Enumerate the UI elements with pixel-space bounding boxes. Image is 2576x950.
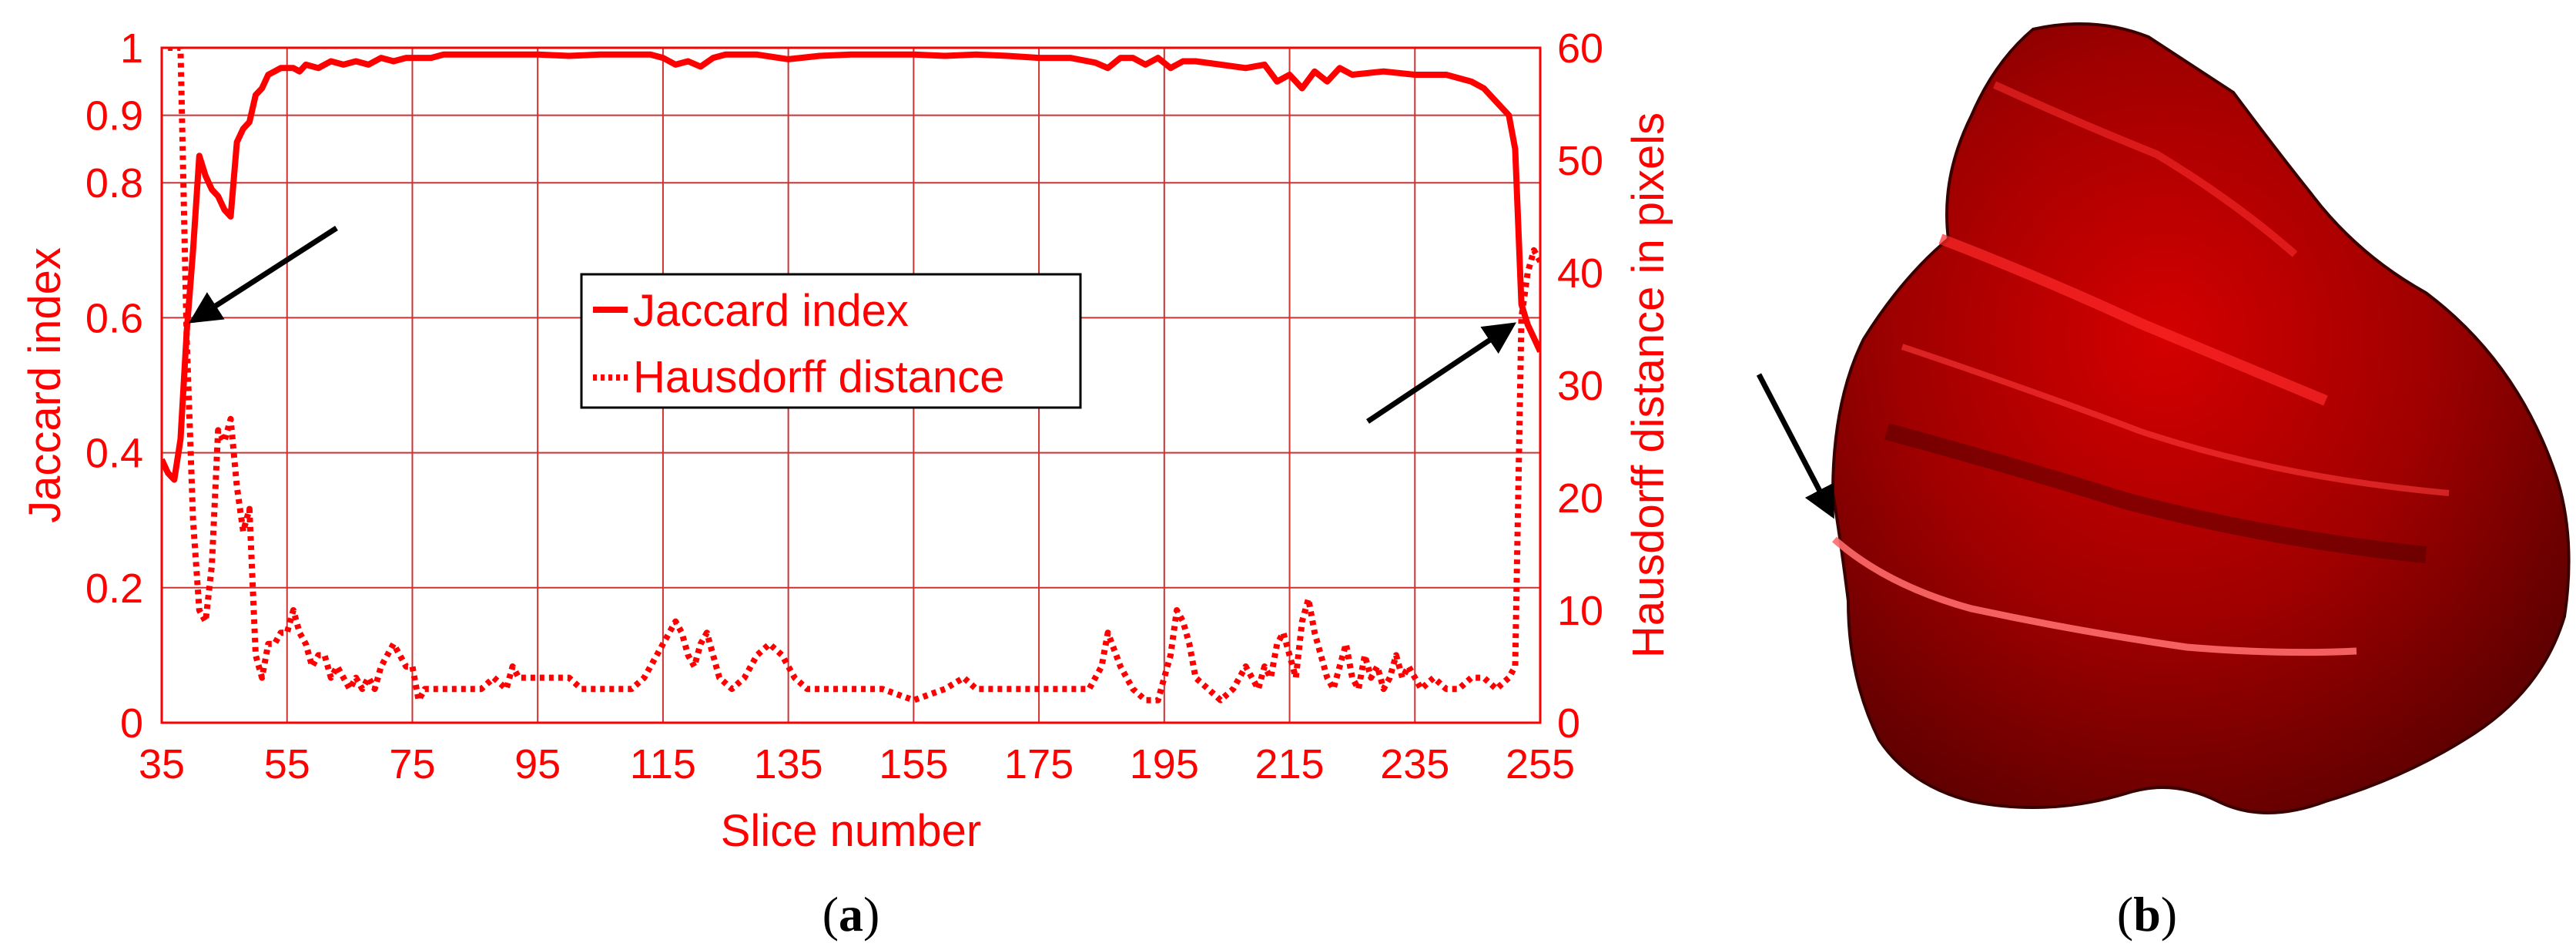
surface-shadow-band [1884,423,2427,563]
y-left-tick-label: 0.6 [85,295,143,341]
x-tick-label: 255 [1506,741,1575,787]
y-right-tick-label: 40 [1557,250,1603,297]
y-right-tick-label: 50 [1557,138,1603,184]
series-line-jaccard [162,51,1540,483]
y-left-tick-label: 0.2 [85,566,143,612]
x-tick-label: 75 [389,741,435,787]
x-tick-label: 215 [1255,741,1324,787]
legend-box [580,273,1082,409]
svg-text:(b): (b) [2117,887,2177,942]
panel-label-b-letter: b [2133,887,2161,942]
chart-panel-a: 35 55 75 95 115 135 155 175 195 215 235 255 0 0.2 0.4… [20,25,1673,856]
svg-text:(a): (a) [822,887,880,942]
surface-ridge-2 [1992,81,2298,257]
x-tick-label: 35 [139,741,185,787]
y-right-tick-label: 0 [1557,700,1580,747]
series-layer [162,48,1540,703]
plot-frame [160,46,1542,724]
legend: Jaccard index Hausdorff distance [580,273,1082,409]
annotation-arrow-b [1756,373,1834,519]
surface-ridge-1 [1938,233,2328,406]
x-tick-label: 195 [1130,741,1199,787]
y-left-tick-label: 1 [120,25,143,72]
y-right-tick-labels: 0 10 20 30 40 50 60 [1557,25,1603,747]
panel-label-a-open: ( [822,887,839,942]
y-left-tick-label: 0.9 [85,93,143,139]
x-tick-label: 115 [630,741,696,787]
y-left-tick-label: 0 [120,700,143,747]
legend-label-jaccard: Jaccard index [633,286,909,336]
x-tick-label: 235 [1380,741,1449,787]
y-right-tick-label: 10 [1557,588,1603,634]
panel-label-a-close: ) [863,887,879,942]
y-left-tick-label: 0.8 [85,160,143,206]
render-panel-b [1756,22,2571,814]
y-right-tick-label: 30 [1557,363,1603,409]
y-right-axis-label: Hausdorff distance in pixels [1623,112,1673,658]
y-right-tick-label: 60 [1557,25,1603,72]
annotation-arrow-right [1366,322,1516,424]
annotation-arrow-left [188,226,338,324]
x-tick-label: 95 [514,741,561,787]
x-axis-label: Slice number [721,806,981,856]
panel-label-a: (a) [822,887,880,942]
x-tick-label: 155 [879,741,948,787]
rendered-surface [1831,22,2571,814]
x-tick-label: 135 [754,741,823,787]
panel-label-b: (b) [2117,887,2177,942]
x-tick-label: 55 [264,741,310,787]
y-left-axis-label: Jaccard index [20,247,70,523]
y-left-tick-label: 0.4 [85,431,143,477]
x-tick-label: 175 [1004,741,1074,787]
panel-label-b-close: ) [2161,887,2177,942]
x-tick-labels: 35 55 75 95 115 135 155 175 195 215 235 255 [139,741,1575,787]
panel-label-a-letter: a [839,887,863,942]
legend-label-hausdorff: Hausdorff distance [633,352,1005,402]
y-right-tick-label: 20 [1557,475,1603,522]
series-line-hausdorff [168,48,1540,703]
panel-label-b-open: ( [2117,887,2133,942]
surface-seam [1832,536,2357,656]
surface-highlight-band [1901,344,2450,496]
y-left-tick-labels: 0 0.2 0.4 0.6 0.8 0.9 1 [85,25,143,747]
